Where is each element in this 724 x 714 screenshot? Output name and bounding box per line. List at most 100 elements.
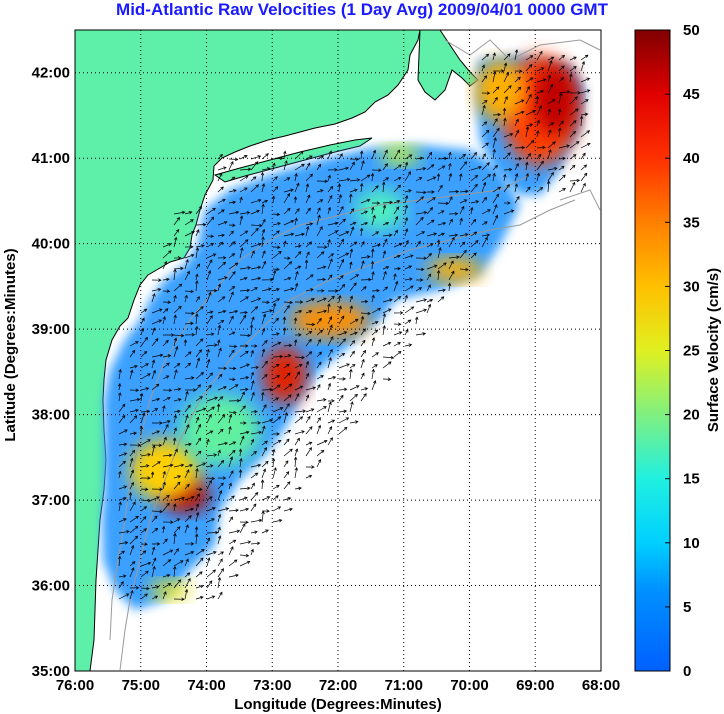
velocity-arrow (161, 525, 166, 534)
velocity-arrow (272, 467, 277, 479)
velocity-arrow (118, 541, 129, 545)
velocity-arrow (217, 309, 227, 314)
velocity-arrow (261, 446, 267, 457)
velocity-arrow (338, 387, 348, 392)
velocity-arrow (459, 241, 466, 248)
velocity-arrow (481, 104, 486, 116)
velocity-arrow (294, 333, 302, 337)
velocity-arrow (371, 320, 379, 325)
velocity-arrow (173, 229, 180, 237)
velocity-arrow (217, 153, 224, 160)
velocity-arrow (250, 184, 260, 193)
velocity-arrow (217, 441, 229, 446)
velocity-arrow (184, 332, 196, 337)
velocity-arrow (481, 64, 485, 72)
velocity-arrow (492, 118, 498, 127)
velocity-arrow (250, 541, 261, 546)
velocity-arrow (359, 227, 364, 237)
velocity-arrow (382, 270, 387, 281)
velocity-arrow (536, 50, 543, 61)
velocity-arrow (316, 251, 325, 259)
velocity-arrow (327, 357, 332, 369)
velocity-arrow (360, 358, 365, 369)
velocity-arrow (437, 165, 446, 171)
velocity-arrow (283, 363, 290, 369)
velocity-arrow (404, 319, 412, 325)
velocity-arrow (536, 90, 544, 94)
velocity-arrow (140, 387, 150, 391)
velocity-arrow (162, 494, 170, 501)
velocity-arrow (173, 294, 177, 303)
velocity-arrow (382, 204, 387, 215)
velocity-arrow (261, 468, 267, 479)
velocity-arrow (228, 157, 239, 162)
velocity-arrow (503, 117, 507, 127)
velocity-arrow (436, 269, 441, 281)
velocity-arrow (239, 387, 249, 392)
velocity-arrow (272, 176, 278, 182)
velocity-arrow (305, 241, 313, 248)
velocity-arrow (194, 533, 199, 545)
velocity-arrow (228, 161, 234, 171)
velocity-arrow (459, 199, 468, 204)
velocity-arrow (217, 476, 227, 480)
velocity-arrow (404, 277, 413, 281)
velocity-arrow (272, 354, 284, 359)
velocity-arrow (294, 150, 304, 160)
velocity-arrow (547, 108, 551, 116)
velocity-arrow (261, 374, 268, 380)
velocity-arrow (294, 364, 303, 369)
velocity-arrow (206, 476, 216, 481)
velocity-arrow (272, 432, 280, 436)
velocity-arrow (239, 553, 250, 558)
velocity-arrow (492, 112, 502, 117)
velocity-arrow (194, 526, 199, 534)
velocity-arrow (217, 551, 225, 556)
velocity-arrow (437, 262, 447, 270)
velocity-arrow (316, 338, 321, 347)
velocity-arrow (393, 296, 402, 303)
velocity-arrow (272, 397, 280, 402)
velocity-arrow (404, 216, 409, 226)
velocity-arrow (393, 184, 401, 193)
velocity-arrow (382, 356, 395, 360)
velocity-arrow (151, 359, 156, 369)
velocity-arrow (228, 241, 236, 248)
velocity-arrow (404, 195, 409, 204)
velocity-arrow (261, 228, 266, 237)
velocity-arrow (272, 162, 276, 171)
velocity-arrow (360, 299, 369, 304)
velocity-arrow (415, 190, 427, 195)
lon-tick-label: 73:00 (253, 677, 291, 694)
velocity-arrow (206, 396, 218, 402)
velocity-arrow (151, 353, 164, 358)
velocity-arrow (250, 430, 262, 435)
velocity-arrow (118, 593, 130, 600)
velocity-arrow (305, 394, 310, 402)
velocity-arrow (459, 173, 463, 182)
velocity-arrow (261, 339, 268, 347)
velocity-arrow (525, 93, 532, 105)
velocity-arrow (173, 216, 180, 226)
velocity-arrow (162, 260, 167, 270)
velocity-arrow (151, 369, 156, 380)
velocity-arrow (217, 568, 224, 578)
velocity-arrow (360, 328, 366, 336)
velocity-arrow (360, 255, 371, 259)
velocity-arrow (272, 230, 280, 237)
velocity-arrow (162, 573, 171, 578)
velocity-arrow (481, 142, 489, 149)
velocity-arrow (580, 142, 591, 149)
velocity-arrow (217, 482, 224, 490)
velocity-arrow (272, 485, 280, 490)
velocity-arrow (481, 233, 491, 237)
velocity-arrow (239, 350, 249, 358)
velocity-arrow (316, 406, 327, 413)
velocity-arrow (162, 463, 174, 468)
velocity-arrow (283, 219, 295, 226)
velocity-arrow (272, 156, 284, 161)
velocity-arrow (349, 318, 359, 325)
velocity-arrow (327, 426, 333, 435)
velocity-arrow (228, 410, 237, 415)
velocity-arrow (349, 178, 361, 182)
